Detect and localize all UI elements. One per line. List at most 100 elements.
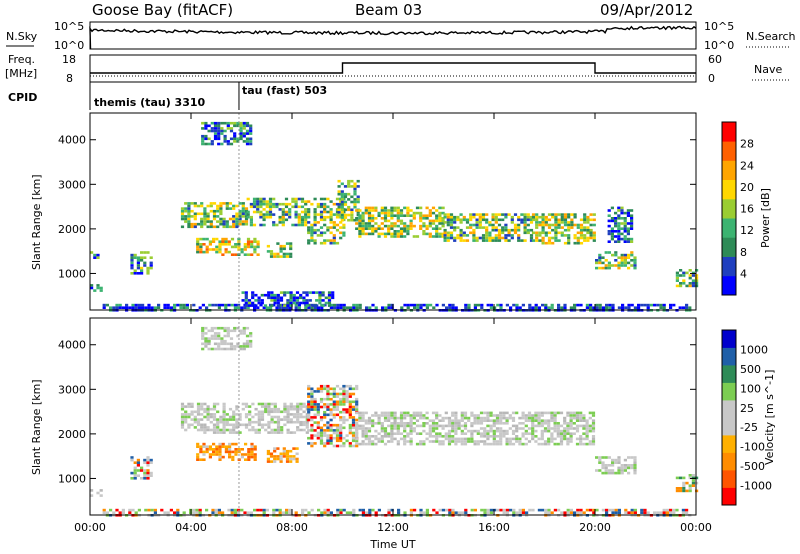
power-cell <box>187 207 191 210</box>
power-cell <box>233 124 237 128</box>
velocity-cell <box>313 397 317 401</box>
velocity-cell <box>371 435 375 438</box>
velocity-cell <box>409 422 413 425</box>
power-cell <box>281 208 285 211</box>
velocity-cell <box>326 426 330 430</box>
velocity-cell <box>339 392 343 396</box>
velocity-cell <box>234 448 238 451</box>
power-cell <box>459 218 463 222</box>
power-cell <box>557 226 561 229</box>
power-cell <box>617 240 621 243</box>
power-cell <box>617 237 621 241</box>
velocity-cell <box>358 424 362 428</box>
velocity-cell <box>339 410 343 414</box>
velocity-cell <box>296 415 300 419</box>
velocity-cell <box>380 440 384 443</box>
velocity-cell <box>310 508 314 512</box>
power-cell <box>469 226 473 229</box>
velocity-cell <box>244 415 249 419</box>
power-cell <box>96 256 100 259</box>
power-cell <box>315 304 319 307</box>
power-cell <box>125 303 129 307</box>
velocity-heatmap <box>90 318 699 517</box>
power-cell <box>465 234 470 237</box>
power-cell <box>517 226 521 229</box>
velocity-cell <box>273 402 277 406</box>
power-cell <box>342 234 346 237</box>
power-cell <box>390 211 394 215</box>
power-cell <box>409 209 413 212</box>
velocity-cell <box>409 419 413 422</box>
velocity-cell <box>633 466 637 470</box>
velocity-cell <box>115 508 119 512</box>
power-ylabel: Slant Range [km] <box>30 174 43 270</box>
power-cell <box>265 210 269 214</box>
power-cell <box>263 304 268 307</box>
power-cell <box>355 222 359 225</box>
velocity-cell <box>332 408 336 411</box>
velocity-cell <box>276 455 280 458</box>
power-cell <box>592 239 596 242</box>
power-cell <box>210 121 214 125</box>
power-cell <box>196 237 200 241</box>
velocity-cell <box>422 429 426 433</box>
power-cell <box>489 303 493 307</box>
power-cell <box>403 227 407 230</box>
velocity-cell <box>307 403 311 406</box>
power-cell <box>621 306 625 309</box>
power-cell <box>140 269 144 272</box>
velocity-cell <box>662 508 666 512</box>
velocity-cell <box>566 422 570 425</box>
power-cell <box>259 213 263 216</box>
velocity-cell <box>279 460 283 463</box>
power-cell <box>422 224 426 228</box>
velocity-cell <box>489 442 493 446</box>
velocity-cell <box>319 418 324 422</box>
power-cell <box>335 223 340 227</box>
velocity-cell <box>310 387 314 391</box>
power-cell <box>478 223 482 227</box>
power-cell <box>196 222 201 226</box>
power-cell <box>262 202 266 206</box>
power-cell <box>180 212 185 216</box>
velocity-cell <box>307 392 311 396</box>
power-cell <box>317 306 321 309</box>
power-cell <box>137 306 141 309</box>
power-cell <box>313 197 317 201</box>
velocity-cell <box>573 511 577 514</box>
power-cell <box>425 232 429 236</box>
power-cell <box>228 225 233 229</box>
velocity-cell <box>505 440 509 443</box>
velocity-cell <box>595 508 599 512</box>
velocity-cell <box>627 511 631 514</box>
velocity-cell <box>235 420 239 424</box>
velocity-cell <box>102 511 106 514</box>
velocity-cell <box>396 440 400 443</box>
velocity-cell <box>543 429 548 433</box>
velocity-cell <box>270 407 274 411</box>
velocity-cell <box>289 457 293 461</box>
velocity-cell <box>451 429 455 433</box>
velocity-cell <box>397 508 401 512</box>
power-cell <box>307 213 311 216</box>
velocity-cell <box>304 508 308 512</box>
power-cell <box>499 303 503 307</box>
power-cell <box>292 299 296 302</box>
velocity-cell <box>329 429 333 432</box>
velocity-cell <box>345 439 349 443</box>
velocity-cell <box>556 442 560 446</box>
velocity-cell <box>550 411 554 415</box>
velocity-cell <box>387 419 391 422</box>
velocity-cell <box>355 437 359 441</box>
velocity-cell <box>217 511 221 514</box>
velocity-cell <box>253 458 257 461</box>
power-cell <box>339 236 343 240</box>
velocity-cell <box>431 422 436 425</box>
power-cell <box>207 142 211 146</box>
velocity-cell <box>285 460 290 463</box>
velocity-cell <box>319 426 324 430</box>
power-cell <box>507 239 511 242</box>
power-cell <box>380 209 384 212</box>
power-cell <box>504 236 508 240</box>
velocity-cell <box>222 418 226 421</box>
